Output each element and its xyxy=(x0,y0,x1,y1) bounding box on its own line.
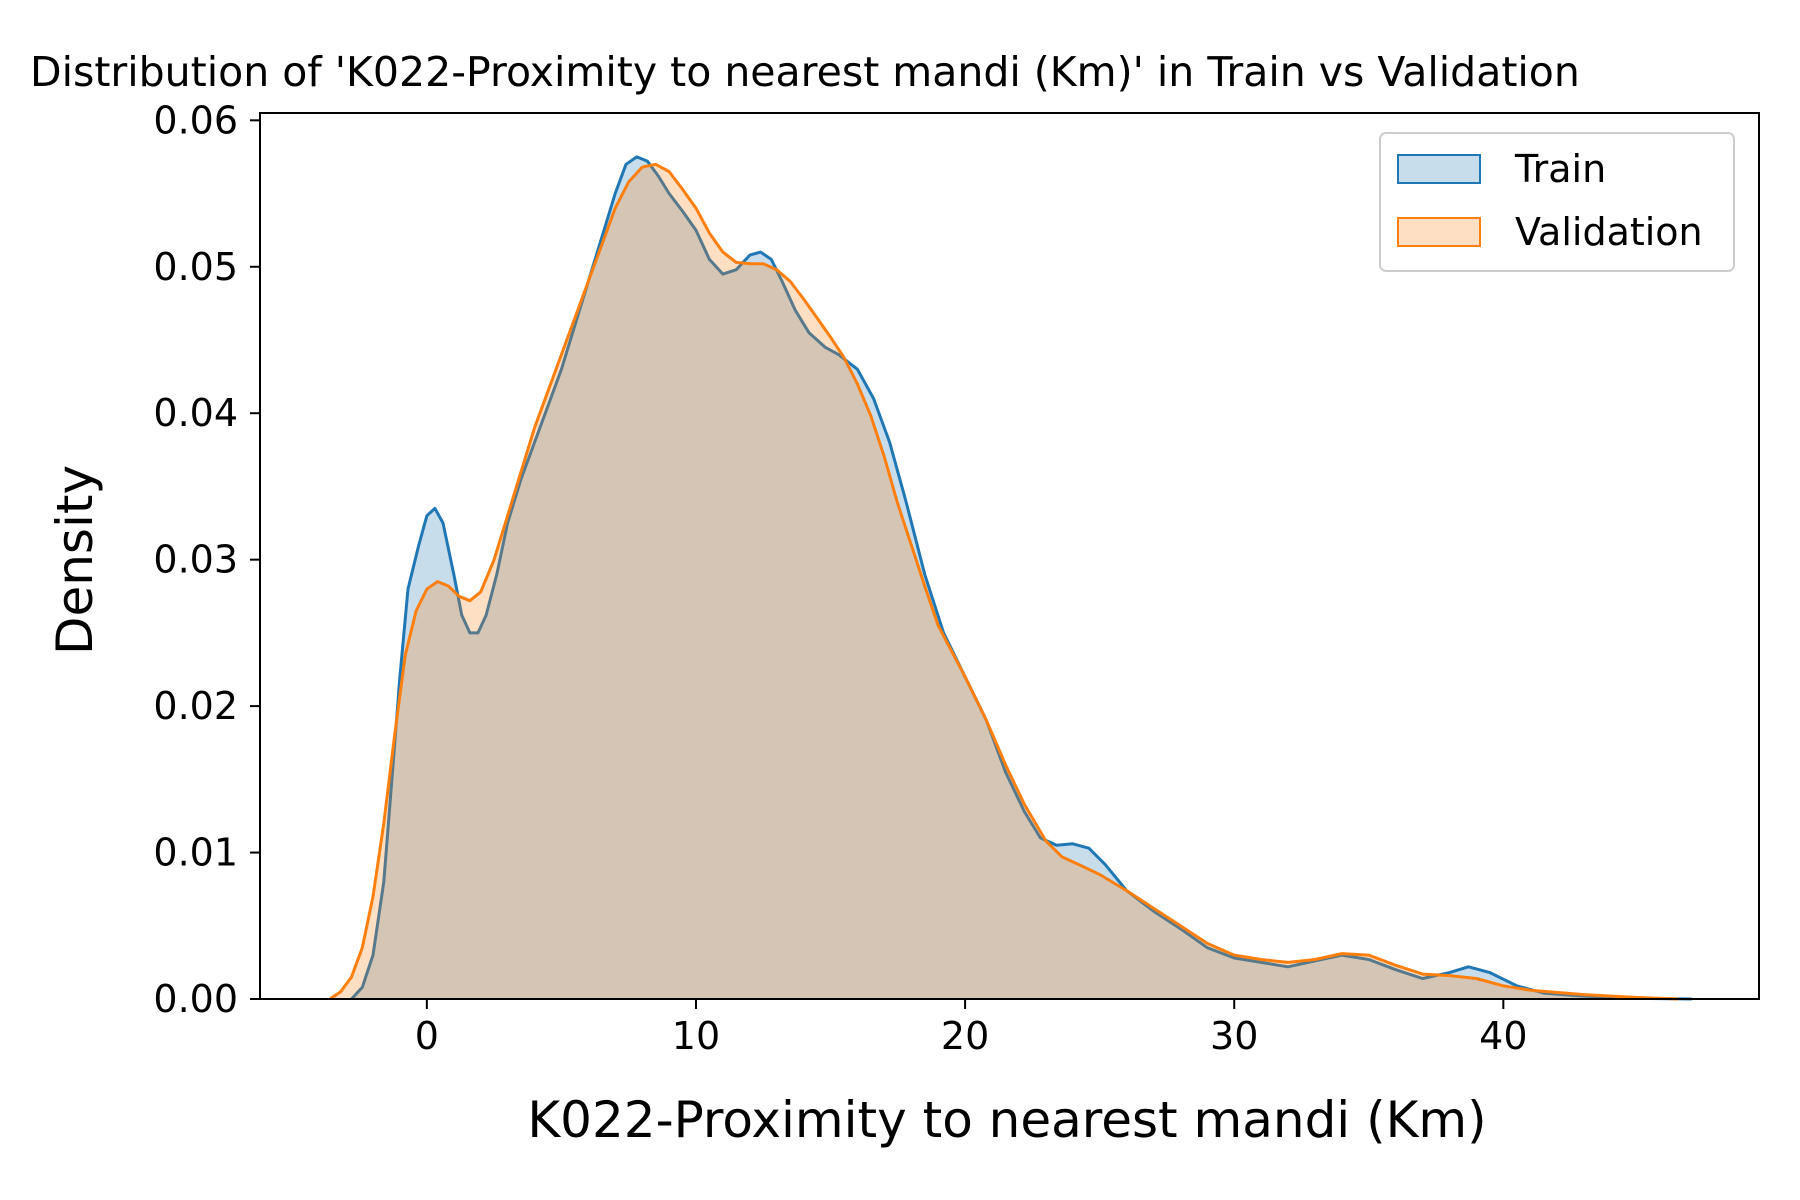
legend: Train Validation xyxy=(1379,132,1735,272)
density-line-validation xyxy=(329,162,1679,1001)
series-layer xyxy=(329,155,1692,1001)
plot-area xyxy=(259,112,1760,1001)
density-area-validation xyxy=(330,164,1679,1000)
legend-label-train: Train xyxy=(1514,147,1606,191)
y-tick-label: 0.05 xyxy=(153,245,238,289)
x-tick-label: 40 xyxy=(1479,1014,1527,1058)
legend-label-validation: Validation xyxy=(1515,210,1703,254)
chart-title: Distribution of 'K022-Proximity to neare… xyxy=(30,48,1580,96)
y-tick-label: 0.01 xyxy=(153,831,238,875)
x-axis: 0 10 20 30 40 xyxy=(415,999,1528,1058)
x-tick-label: 30 xyxy=(1210,1014,1258,1058)
y-tick-label: 0.03 xyxy=(153,538,238,582)
y-tick-label: 0.02 xyxy=(153,684,238,728)
y-axis: 0.00 0.01 0.02 0.03 0.04 0.05 0.06 xyxy=(153,98,260,1021)
y-tick-label: 0.04 xyxy=(153,391,238,435)
y-tick-label: 0.06 xyxy=(153,98,238,142)
x-tick-label: 10 xyxy=(672,1014,720,1058)
density-line-train xyxy=(350,155,1692,1001)
x-tick-label: 20 xyxy=(941,1014,989,1058)
x-axis-label: K022-Proximity to nearest mandi (Km) xyxy=(527,1091,1486,1149)
y-axis-label: Density xyxy=(46,465,104,655)
legend-swatch-validation xyxy=(1397,217,1481,247)
legend-swatch-train xyxy=(1397,154,1481,184)
density-area-train xyxy=(351,156,1692,999)
plot-frame xyxy=(259,112,1760,1000)
y-tick-label: 0.00 xyxy=(153,977,238,1021)
legend-frame xyxy=(1379,132,1735,272)
x-tick-label: 0 xyxy=(415,1014,439,1058)
